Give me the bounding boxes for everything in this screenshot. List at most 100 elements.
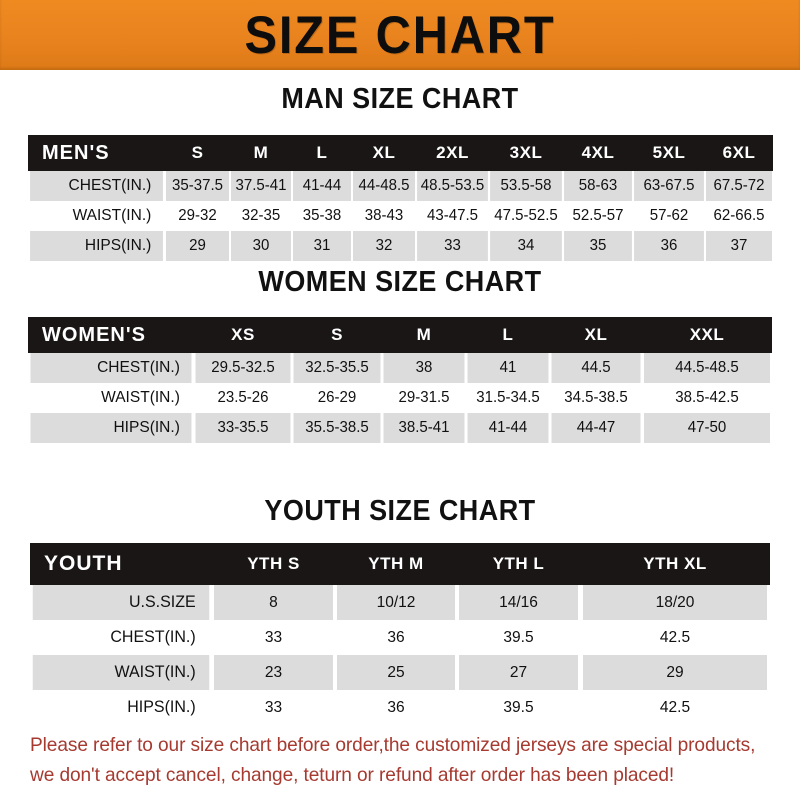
youth-row-header-label: YOUTH: [30, 543, 212, 585]
man-waist-6xl: 62-66.5: [706, 201, 772, 231]
women-waist-xl: 34.5-38.5: [551, 383, 641, 413]
man-col-s: S: [165, 135, 230, 171]
women-col-l: L: [466, 317, 550, 353]
man-col-l: L: [292, 135, 352, 171]
man-hips-5xl: 36: [634, 231, 704, 261]
man-hips-l: 31: [292, 231, 352, 261]
man-hips-3xl: 34: [490, 231, 562, 261]
table-row: WAIST(IN.) 23 25 27 29: [30, 655, 770, 690]
table-row: HIPS(IN.) 29 30 31 32 33 34 35 36 37: [28, 231, 773, 261]
women-chest-l: 41: [467, 353, 549, 383]
man-row-label-chest: CHEST(IN.): [30, 171, 163, 201]
man-chest-5xl: 63-67.5: [634, 171, 704, 201]
table-row: CHEST(IN.) 33 36 39.5 42.5: [30, 620, 770, 655]
youth-chest-m: 36: [336, 620, 456, 655]
man-col-m: M: [230, 135, 292, 171]
youth-ussize-l: 14/16: [458, 585, 579, 620]
youth-col-m: YTH M: [335, 543, 457, 585]
youth-ussize-m: 10/12: [336, 585, 456, 620]
man-waist-m: 32-35: [230, 201, 292, 231]
man-row-label-hips: HIPS(IN.): [30, 231, 163, 261]
man-col-6xl: 6XL: [705, 135, 773, 171]
women-waist-m: 29-31.5: [383, 383, 465, 413]
youth-ussize-s: 8: [213, 585, 334, 620]
man-chest-4xl: 58-63: [564, 171, 632, 201]
table-row: HIPS(IN.) 33-35.5 35.5-38.5 38.5-41 41-4…: [28, 413, 772, 443]
man-hips-4xl: 35: [564, 231, 632, 261]
women-hips-m: 38.5-41: [383, 413, 465, 443]
women-chest-xl: 44.5: [551, 353, 641, 383]
man-col-3xl: 3XL: [489, 135, 563, 171]
youth-size-table: YOUTH YTH S YTH M YTH L YTH XL U.S.SIZE …: [30, 543, 770, 725]
order-policy-note: Please refer to our size chart before or…: [30, 730, 763, 790]
women-col-xs: XS: [194, 317, 292, 353]
women-row-label-chest: CHEST(IN.): [30, 353, 192, 383]
man-chest-l: 41-44: [292, 171, 352, 201]
size-chart-banner: SIZE CHART: [0, 0, 800, 70]
women-col-s: S: [292, 317, 382, 353]
women-row-label-hips: HIPS(IN.): [30, 413, 192, 443]
man-chest-m: 37.5-41: [230, 171, 292, 201]
women-waist-xxl: 38.5-42.5: [643, 383, 771, 413]
youth-row-label-waist: WAIST(IN.): [32, 655, 210, 690]
youth-chest-l: 39.5: [458, 620, 579, 655]
women-hips-xs: 33-35.5: [195, 413, 291, 443]
man-row-label-waist: WAIST(IN.): [30, 201, 163, 231]
women-waist-xs: 23.5-26: [195, 383, 291, 413]
order-policy-note-line2: we don't accept cancel, change, teturn o…: [30, 764, 675, 787]
youth-col-xl: YTH XL: [580, 543, 770, 585]
youth-ussize-xl: 18/20: [582, 585, 768, 620]
banner-title: SIZE CHART: [244, 5, 556, 65]
man-waist-3xl: 47.5-52.5: [490, 201, 562, 231]
youth-col-l: YTH L: [457, 543, 580, 585]
man-hips-s: 29: [165, 231, 230, 261]
man-col-2xl: 2XL: [416, 135, 489, 171]
women-hips-l: 41-44: [467, 413, 549, 443]
table-row: WAIST(IN.) 29-32 32-35 35-38 38-43 43-47…: [28, 201, 773, 231]
women-col-xl: XL: [550, 317, 642, 353]
man-waist-4xl: 52.5-57: [564, 201, 632, 231]
youth-chest-s: 33: [213, 620, 334, 655]
youth-row-label-hips: HIPS(IN.): [32, 690, 210, 725]
youth-section-title: YOUTH SIZE CHART: [264, 495, 536, 527]
youth-row-label-us-size: U.S.SIZE: [32, 585, 210, 620]
youth-hips-s: 33: [213, 690, 334, 725]
table-row: HIPS(IN.) 33 36 39.5 42.5: [30, 690, 770, 725]
table-row: CHEST(IN.) 35-37.5 37.5-41 41-44 44-48.5…: [28, 171, 773, 201]
table-header-row: WOMEN'S XS S M L XL XXL: [28, 317, 772, 353]
man-chest-2xl: 48.5-53.5: [417, 171, 488, 201]
table-row: U.S.SIZE 8 10/12 14/16 18/20: [30, 585, 770, 620]
table-row: WAIST(IN.) 23.5-26 26-29 29-31.5 31.5-34…: [28, 383, 772, 413]
table-header-row: MEN'S S M L XL 2XL 3XL 4XL 5XL 6XL: [28, 135, 773, 171]
women-col-m: M: [382, 317, 466, 353]
youth-chest-xl: 42.5: [582, 620, 768, 655]
man-col-xl: XL: [352, 135, 416, 171]
man-hips-6xl: 37: [706, 231, 772, 261]
man-chest-s: 35-37.5: [165, 171, 230, 201]
man-section-title: MAN SIZE CHART: [281, 83, 519, 115]
man-chest-3xl: 53.5-58: [490, 171, 562, 201]
youth-row-label-chest: CHEST(IN.): [32, 620, 210, 655]
youth-hips-l: 39.5: [458, 690, 579, 725]
man-col-5xl: 5XL: [633, 135, 705, 171]
women-hips-s: 35.5-38.5: [293, 413, 381, 443]
table-row: CHEST(IN.) 29.5-32.5 32.5-35.5 38 41 44.…: [28, 353, 772, 383]
man-hips-2xl: 33: [417, 231, 488, 261]
youth-waist-s: 23: [213, 655, 334, 690]
women-hips-xxl: 47-50: [643, 413, 771, 443]
youth-hips-m: 36: [336, 690, 456, 725]
women-waist-s: 26-29: [293, 383, 381, 413]
youth-waist-m: 25: [336, 655, 456, 690]
youth-col-s: YTH S: [212, 543, 335, 585]
man-waist-5xl: 57-62: [634, 201, 704, 231]
order-policy-note-line1: Please refer to our size chart before or…: [30, 734, 756, 756]
women-chest-s: 32.5-35.5: [293, 353, 381, 383]
man-chest-xl: 44-48.5: [352, 171, 416, 201]
man-chest-6xl: 67.5-72: [706, 171, 772, 201]
youth-hips-xl: 42.5: [582, 690, 768, 725]
table-header-row: YOUTH YTH S YTH M YTH L YTH XL: [30, 543, 770, 585]
women-size-table: WOMEN'S XS S M L XL XXL CHEST(IN.) 29.5-…: [28, 317, 772, 443]
women-row-label-waist: WAIST(IN.): [30, 383, 192, 413]
women-col-xxl: XXL: [642, 317, 772, 353]
women-chest-m: 38: [383, 353, 465, 383]
